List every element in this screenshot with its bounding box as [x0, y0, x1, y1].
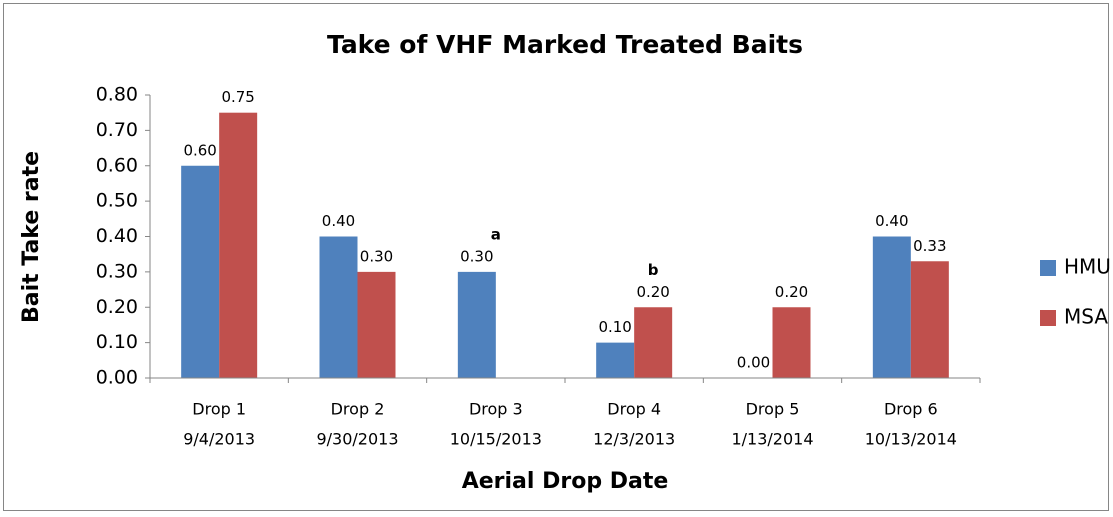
- bar: [181, 165, 220, 378]
- bar: [772, 307, 811, 378]
- x-tick-label: Drop 1: [192, 400, 246, 419]
- x-tick-label: Drop 3: [469, 400, 523, 419]
- y-tick-label: 0.50: [96, 190, 138, 212]
- y-tick-label: 0.20: [96, 296, 138, 318]
- x-tick-label: 1/13/2014: [731, 430, 813, 449]
- x-tick-label: 10/15/2013: [450, 430, 542, 449]
- legend-swatch: [1040, 260, 1056, 276]
- bar: [872, 236, 911, 378]
- bar: [596, 342, 635, 378]
- value-label: 0.40: [322, 212, 355, 230]
- x-tick-label: Drop 4: [607, 400, 661, 419]
- bar: [219, 112, 258, 378]
- x-tick-label: 12/3/2013: [593, 430, 675, 449]
- legend-swatch: [1040, 310, 1056, 326]
- value-label: 0.33: [913, 237, 946, 255]
- annotation: b: [648, 261, 659, 279]
- value-label: 0.30: [460, 247, 493, 265]
- value-label: 0.10: [598, 318, 631, 336]
- bar: [457, 271, 496, 378]
- value-label: 0.20: [636, 283, 669, 301]
- legend-label: MSA: [1064, 305, 1108, 329]
- bar: [357, 271, 396, 378]
- chart-title: Take of VHF Marked Treated Baits: [327, 30, 803, 59]
- y-axis-title: Bait Take rate: [19, 151, 44, 323]
- bar: [634, 307, 673, 378]
- y-tick-label: 0.80: [96, 84, 138, 106]
- y-tick-label: 0.10: [96, 331, 138, 353]
- y-tick-label: 0.40: [96, 225, 138, 247]
- bar: [910, 261, 949, 378]
- annotation: a: [491, 225, 501, 243]
- value-label: 0.30: [360, 247, 393, 265]
- value-label: 0.20: [775, 283, 808, 301]
- x-tick-label: 9/4/2013: [183, 430, 255, 449]
- y-tick-label: 0.70: [96, 119, 138, 141]
- y-tick-label: 0.30: [96, 260, 138, 282]
- bar: [319, 236, 358, 378]
- x-axis-title: Aerial Drop Date: [462, 469, 669, 494]
- value-label: 0.75: [221, 88, 254, 106]
- legend-label: HMU: [1064, 255, 1111, 279]
- value-label: 0.40: [875, 212, 908, 230]
- x-tick-label: 10/13/2014: [865, 430, 957, 449]
- x-tick-label: Drop 2: [331, 400, 385, 419]
- x-tick-label: Drop 6: [884, 400, 938, 419]
- y-tick-label: 0.00: [96, 367, 138, 389]
- value-label: 0.00: [737, 354, 770, 372]
- x-tick-label: Drop 5: [746, 400, 800, 419]
- x-tick-label: 9/30/2013: [316, 430, 398, 449]
- y-tick-label: 0.60: [96, 154, 138, 176]
- value-label: 0.60: [183, 141, 216, 159]
